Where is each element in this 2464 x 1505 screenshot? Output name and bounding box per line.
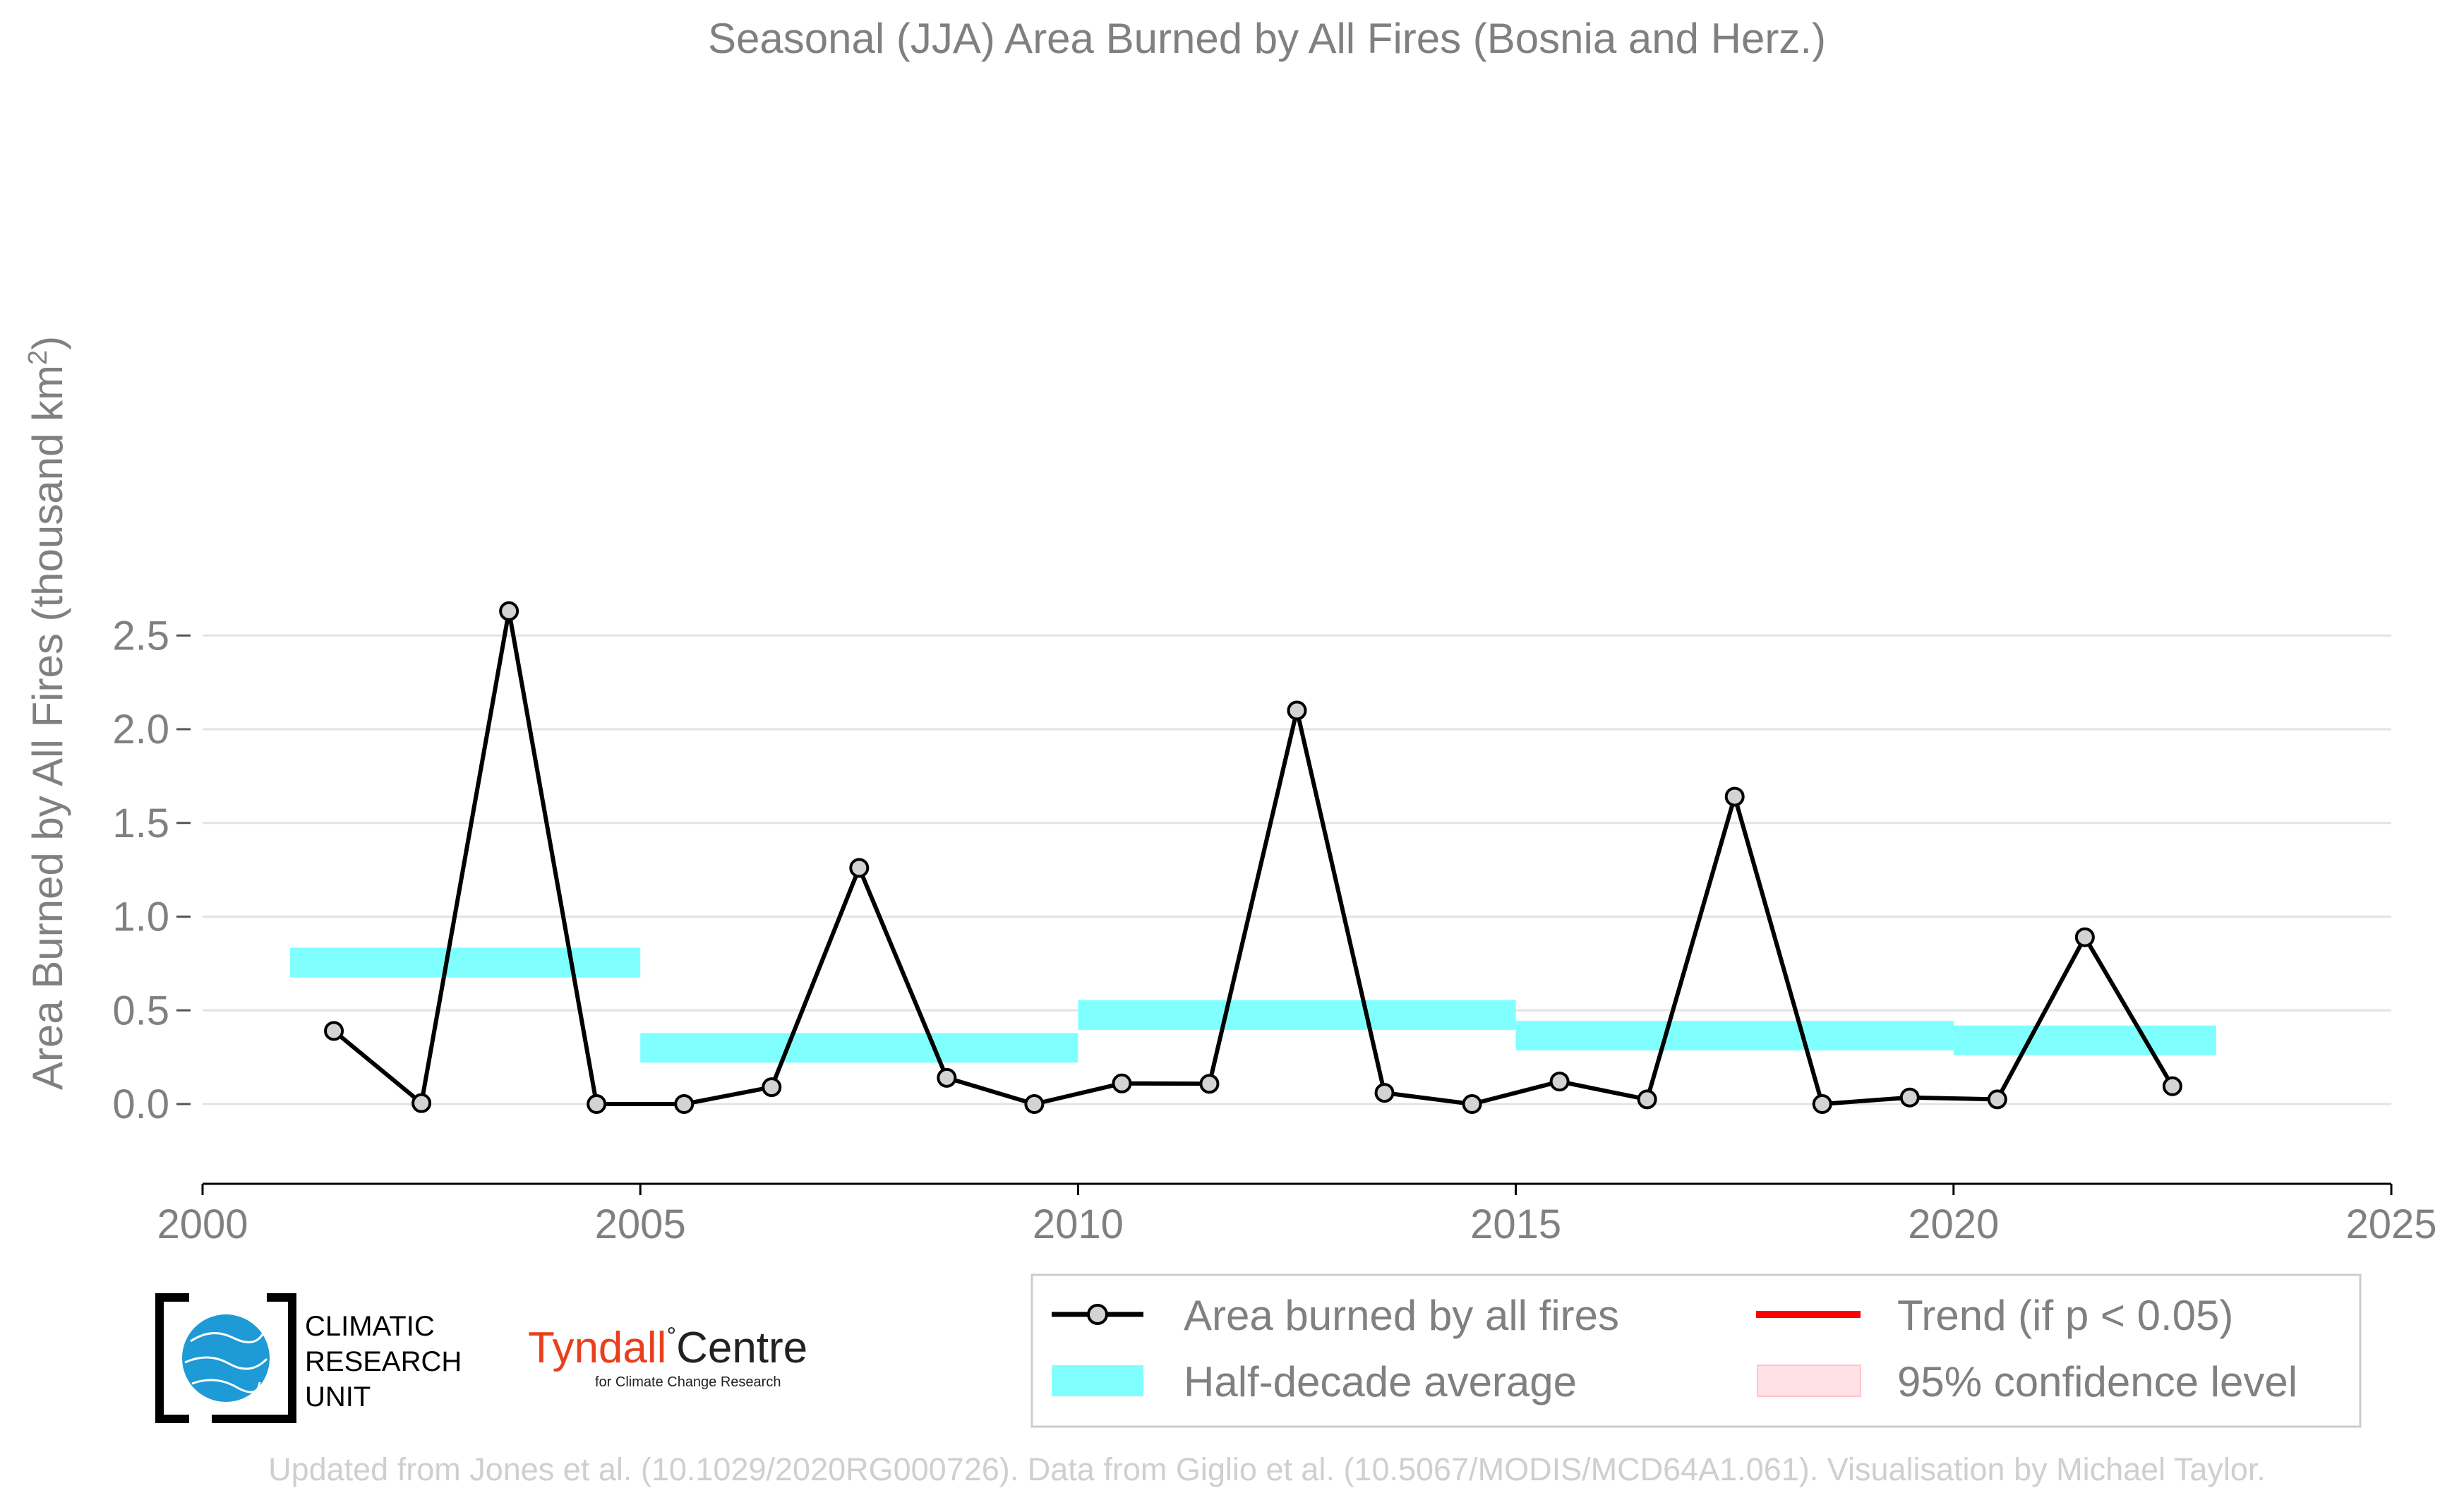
data-point-2011.5 <box>1199 1074 1220 1094</box>
x-tick-label-2005: 2005 <box>595 1201 686 1247</box>
half-decade-band-2 <box>640 1033 1078 1063</box>
cru-text-line-1: CLIMATIC <box>305 1311 435 1342</box>
globe-contour-3 <box>191 1379 261 1393</box>
half-decade-band-4 <box>1515 1021 1954 1051</box>
x-tick-label-2010: 2010 <box>1033 1201 1124 1247</box>
data-point-2018.5 <box>1812 1094 1832 1114</box>
data-point-2019.5 <box>1899 1087 1920 1108</box>
legend-box <box>1030 1273 2362 1428</box>
y-tick-label-0.5: 0.5 <box>112 988 169 1033</box>
data-point-2015.5 <box>1549 1072 1570 1092</box>
y-tick-label-2.0: 2.0 <box>112 707 169 752</box>
data-point-2007.5 <box>849 858 870 878</box>
y-ticks: 0.0 0.5 1.0 1.5 2.0 2.5 <box>112 613 191 1127</box>
x-tick-label-2020: 2020 <box>1908 1201 1999 1247</box>
data-point-2008.5 <box>937 1067 957 1088</box>
x-axis: 2000 2005 2010 2015 2020 2025 <box>157 1182 2437 1247</box>
y-axis-label: Area Burned by All Fires (thousand km2) <box>23 336 71 1090</box>
data-point-2012.5 <box>1287 700 1307 721</box>
legend-label-half-decade: Half-decade average <box>1184 1358 1577 1405</box>
cru-logo: CLIMATIC RESEARCH UNIT <box>155 1293 462 1423</box>
globe-contour-1 <box>190 1332 264 1343</box>
grid-lines <box>203 634 2391 1105</box>
data-point-2016.5 <box>1637 1089 1657 1110</box>
series-area-burned <box>324 601 2182 1114</box>
data-point-2006.5 <box>762 1077 782 1098</box>
y-tick-label-1.0: 1.0 <box>112 894 169 940</box>
x-tick-label-2000: 2000 <box>157 1201 248 1247</box>
cru-logo-bracket-right <box>212 1293 296 1423</box>
globe-contour-2 <box>184 1356 268 1370</box>
data-point-2020.5 <box>1987 1089 2007 1110</box>
y-axis-label-superscript: 2 <box>23 350 53 365</box>
data-point-2003.5 <box>499 601 519 621</box>
data-point-2021.5 <box>2074 927 2095 947</box>
y-tick-label-0.0: 0.0 <box>112 1081 169 1127</box>
tyndall-tagline: for Climate Change Research <box>595 1374 781 1390</box>
y-tick-label-1.5: 1.5 <box>112 801 169 846</box>
legend-confidence-icon <box>1757 1365 1861 1397</box>
legend: Area burned by all fires Trend (if p < 0… <box>1030 1273 2362 1428</box>
credit-footer: Updated from Jones et al. (10.1029/2020R… <box>268 1451 2266 1487</box>
tyndall-name-part2: Centre <box>676 1324 807 1372</box>
data-point-2004.5 <box>587 1094 607 1114</box>
half-decade-band-1 <box>290 947 641 978</box>
half-decade-band-5 <box>1953 1025 2216 1055</box>
legend-label-area-burned: Area burned by all fires <box>1184 1292 1619 1339</box>
tyndall-logo: Tyndall°Centre for Climate Change Resear… <box>528 1323 807 1390</box>
cru-text-line-2: RESEARCH <box>305 1346 462 1377</box>
y-axis-label-main: Area Burned by All Fires (thousand km <box>24 365 71 1090</box>
y-axis-label-close: ) <box>24 336 71 350</box>
cru-logo-bracket-left <box>155 1293 189 1423</box>
legend-band-icon <box>1052 1365 1143 1396</box>
y-tick-label-2.5: 2.5 <box>112 613 169 659</box>
cru-text-line-3: UNIT <box>305 1381 371 1413</box>
tyndall-name-part1: Tyndall <box>528 1324 666 1372</box>
x-tick-label-2015: 2015 <box>1470 1201 1561 1247</box>
series-line <box>332 608 2175 1106</box>
data-point-2009.5 <box>1024 1094 1045 1114</box>
half-decade-band-3 <box>1078 1000 1516 1030</box>
data-point-2002.5 <box>411 1093 432 1113</box>
data-point-2005.5 <box>674 1094 695 1114</box>
data-point-2010.5 <box>1112 1073 1132 1093</box>
legend-label-trend: Trend (if p < 0.05) <box>1897 1292 2233 1339</box>
chart-title: Seasonal (JJA) Area Burned by All Fires … <box>708 15 1826 62</box>
data-point-2013.5 <box>1374 1083 1395 1103</box>
tyndall-name: Tyndall°Centre <box>528 1323 807 1372</box>
data-point-2017.5 <box>1724 786 1745 807</box>
legend-marker-icon <box>1087 1304 1108 1325</box>
data-point-2001.5 <box>324 1021 344 1041</box>
data-point-2014.5 <box>1462 1094 1482 1114</box>
half-decade-bands <box>290 947 2216 1063</box>
data-point-2022.5 <box>2162 1076 2182 1096</box>
legend-label-confidence: 95% confidence level <box>1897 1358 2297 1405</box>
x-tick-label-2025: 2025 <box>2345 1201 2436 1247</box>
tyndall-degree: ° <box>666 1323 676 1350</box>
